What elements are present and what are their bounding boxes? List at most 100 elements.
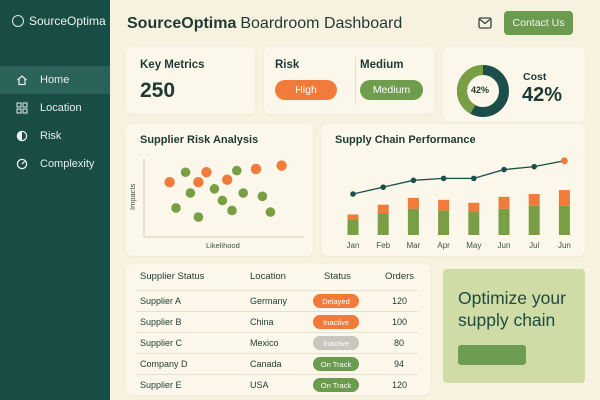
risk-analysis-title: Supplier Risk Analysis	[140, 134, 259, 146]
bar-green	[347, 219, 359, 235]
line-point	[350, 191, 356, 197]
supplier-location: Germany	[250, 296, 288, 306]
supplier-orders: 80	[394, 338, 405, 348]
cost-card: 42% Cost 42%	[443, 47, 585, 122]
sidebar-item-label: Complexity	[40, 158, 95, 170]
promo-button[interactable]	[458, 345, 526, 365]
sidebar-brand[interactable]: SourceOptima	[12, 14, 106, 28]
scatter-point	[185, 188, 196, 198]
scatter-point	[227, 205, 237, 216]
sidebar: SourceOptima Home Location Risk Complexi…	[0, 0, 110, 400]
promo-line-1: Optimize your	[458, 288, 566, 308]
table-row[interactable]: Supplier E USA On Track 120	[136, 374, 418, 394]
home-icon	[16, 74, 28, 86]
performance-chart	[347, 157, 570, 235]
key-metrics-value: 250	[140, 79, 176, 102]
cost-value: 42%	[522, 84, 563, 106]
sidebar-nav: Home Location Risk Complexity	[0, 66, 110, 178]
mail-icon[interactable]	[478, 16, 492, 29]
sidebar-item-location[interactable]: Location	[0, 94, 110, 122]
supplier-orders: 100	[392, 317, 408, 327]
x-tick-label: Feb	[376, 241, 391, 250]
table-row[interactable]: Supplier A Germany Delayed 120	[136, 290, 418, 310]
line-point	[410, 177, 417, 184]
status-badge: On Track	[313, 378, 359, 392]
donut-segment	[457, 65, 484, 114]
scatter-chart	[143, 159, 304, 238]
supplier-orders: 120	[392, 296, 408, 306]
line-point	[561, 157, 568, 165]
supplier-orders: 120	[392, 380, 408, 390]
bar-orange	[407, 197, 419, 209]
table-row[interactable]: Supplier B China Inactive 100	[136, 311, 418, 331]
scatter-point	[201, 167, 212, 178]
medium-label: Medium	[360, 59, 404, 71]
sidebar-item-complexity[interactable]: Complexity	[0, 150, 110, 178]
scatter-point	[222, 174, 233, 185]
line-point	[380, 184, 386, 190]
scatter-point	[257, 191, 268, 202]
supplier-location: USA	[250, 380, 269, 390]
half-circle-icon	[16, 130, 28, 142]
sidebar-item-label: Home	[40, 74, 70, 86]
header-orders: Orders	[385, 271, 415, 282]
logo-ring-icon	[12, 15, 24, 27]
x-tick-label: Mar	[406, 241, 421, 250]
donut-center-label: 42%	[470, 85, 489, 95]
promo-card: Optimize your supply chain	[443, 269, 585, 383]
risk-card: Risk High Medium Medium	[264, 47, 434, 114]
header-supplier: Supplier Status	[140, 271, 205, 282]
status-badge: Delayed	[313, 294, 359, 308]
promo-line-2: supply chain	[458, 310, 556, 330]
bar-green	[468, 211, 480, 235]
header-status: Status	[324, 271, 351, 282]
supply-chain-title: Supply Chain Performance	[335, 134, 476, 146]
header-location: Location	[250, 271, 286, 282]
sidebar-item-home[interactable]: Home	[0, 66, 110, 94]
table-row[interactable]: Company D Canada On Track 94	[136, 353, 418, 373]
supplier-name: Company D	[140, 359, 188, 369]
contact-us-button[interactable]: Contact Us	[504, 11, 573, 35]
x-tick-label: May	[466, 241, 482, 250]
bar-orange	[528, 193, 540, 206]
x-tick-label: Jul	[529, 241, 540, 250]
scatter-point	[193, 177, 204, 188]
gauge-icon	[16, 158, 28, 170]
supplier-name: Supplier E	[140, 380, 182, 390]
brand-name: SourceOptima	[29, 14, 106, 28]
scatter-point	[238, 188, 248, 198]
status-badge: On Track	[313, 357, 359, 371]
line-point	[531, 163, 537, 170]
table-row[interactable]: Supplier C Mexico Inactive 80	[136, 332, 418, 352]
key-metrics-label: Key Metrics	[140, 59, 205, 71]
key-metrics-card: Key Metrics 250	[126, 47, 255, 114]
scatter-point	[250, 163, 262, 175]
bar-orange	[498, 196, 510, 209]
supplier-orders: 94	[394, 359, 405, 369]
line-point	[440, 175, 447, 182]
header-title: Boardroom Dashboard	[240, 15, 403, 32]
bar-orange	[558, 190, 570, 206]
supplier-name: Supplier B	[140, 317, 182, 327]
header-brand: SourceOptima	[127, 15, 237, 32]
supply-chain-card: Supply Chain Performance Jan Feb Mar Apr May…	[321, 124, 585, 256]
bar-orange	[468, 202, 480, 212]
risk-label: Risk	[275, 59, 300, 71]
y-axis-label: Impacts	[128, 183, 137, 210]
bar-green	[377, 213, 389, 235]
scatter-point	[232, 165, 242, 176]
supplier-name: Supplier A	[140, 296, 182, 306]
line-point	[471, 175, 477, 182]
scatter-point	[193, 212, 204, 222]
sidebar-item-risk[interactable]: Risk	[0, 122, 110, 150]
supplier-location: China	[250, 317, 274, 327]
bar-green	[558, 205, 570, 235]
divider	[355, 57, 356, 103]
scatter-point	[265, 207, 276, 217]
bar-green	[498, 208, 510, 235]
bar-orange	[377, 204, 389, 214]
performance-line	[352, 160, 565, 195]
medium-pill[interactable]: Medium	[360, 80, 423, 100]
scatter-point	[276, 160, 287, 171]
risk-high-pill[interactable]: High	[275, 80, 337, 100]
